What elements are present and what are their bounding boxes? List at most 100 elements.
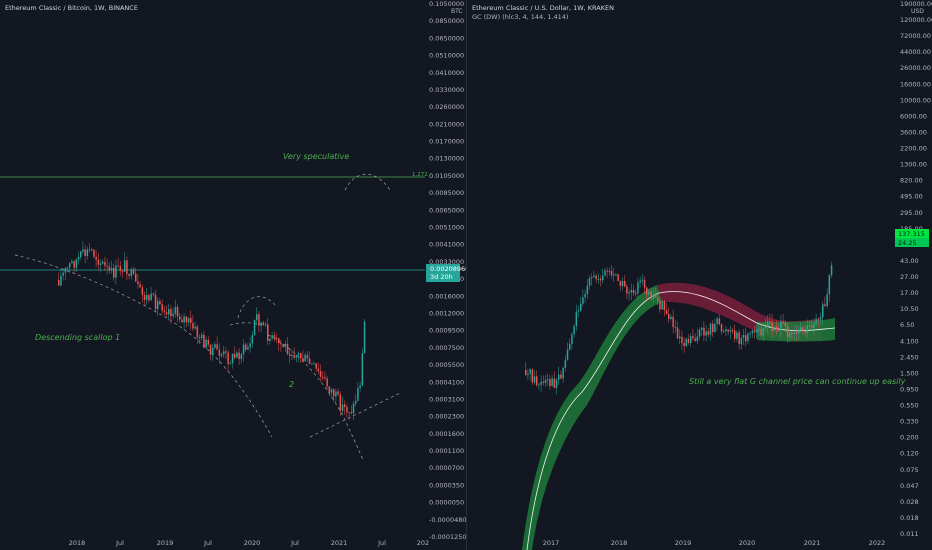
right-candle-body: [701, 327, 703, 331]
right-candle-body: [806, 325, 809, 334]
right-chart-canvas[interactable]: 190000.000 120000.00 72000.00 44000.00 26000…: [467, 0, 932, 550]
left-candle-body: [227, 352, 229, 365]
g-channel-green[interactable]: [522, 285, 662, 550]
left-price-tick: 0.0850000: [429, 17, 464, 25]
right-price-tick: 0.200: [900, 434, 919, 442]
right-candle-body: [547, 379, 549, 381]
left-candle-body: [333, 389, 335, 397]
scallop-curve-2[interactable]: [267, 334, 364, 461]
left-chart-canvas[interactable]: 0.1050000 0.0850000 0.0650000 0.0510000 0.04…: [0, 0, 466, 550]
speculative-arc[interactable]: [344, 174, 391, 191]
left-candle-body: [196, 326, 199, 338]
right-price-tick: 10000.00: [900, 96, 931, 104]
support-trendline[interactable]: [309, 392, 401, 438]
right-candle-body: [797, 330, 800, 334]
right-time-axis[interactable]: 2017 2018 2019 2020 2021 2022: [543, 539, 886, 547]
right-candle-body: [648, 291, 650, 295]
left-time-tick: Jul: [377, 539, 386, 547]
right-candle-body: [663, 301, 666, 311]
scallop-curve-1[interactable]: [14, 254, 273, 438]
right-candle-body: [793, 332, 795, 334]
right-price-tick: 6.50: [900, 321, 914, 329]
right-candle-body: [619, 280, 622, 286]
right-candle-body: [637, 282, 639, 294]
right-candle-body: [723, 331, 725, 333]
right-time-tick: 2017: [543, 539, 560, 547]
right-candle-body: [613, 274, 615, 276]
left-chart-title[interactable]: Ethereum Classic / Bitcoin, 1W, BINANCE: [5, 4, 138, 12]
left-candle-body: [282, 344, 284, 348]
g-channel-annotation[interactable]: Still a very flat G channel price can co…: [689, 377, 906, 386]
right-candle-body: [762, 328, 765, 336]
right-candle-body: [593, 275, 595, 278]
scallop-two-annotation[interactable]: 2: [289, 380, 294, 389]
left-candles[interactable]: [58, 241, 366, 421]
right-candle-body: [661, 301, 663, 310]
left-candle-body: [143, 294, 146, 300]
right-chart-title[interactable]: Ethereum Classic / U.S. Dollar, 1W, KRAK…: [472, 4, 614, 12]
left-candle-body: [190, 318, 192, 323]
very-speculative-annotation[interactable]: Very speculative: [283, 152, 349, 161]
left-candle-body: [91, 249, 93, 251]
right-time-tick: 2021: [804, 539, 821, 547]
right-chart-pane[interactable]: 190000.000 120000.00 72000.00 44000.00 26000…: [466, 0, 932, 550]
right-candle-body: [712, 323, 714, 333]
indicator-legend[interactable]: GC (DW) (hlc3, 4, 144, 1.414): [472, 13, 569, 21]
right-candle-body: [690, 336, 692, 343]
left-candle-body: [60, 275, 62, 286]
left-price-tick: 0.0009500: [429, 327, 464, 335]
left-chart-pane[interactable]: 0.1050000 0.0850000 0.0650000 0.0510000 0.04…: [0, 0, 466, 550]
left-candle-body: [93, 249, 95, 257]
right-price-tick: 0.330: [900, 418, 919, 426]
left-candle-body: [284, 343, 287, 348]
left-candle-body: [245, 344, 247, 350]
left-candle-body: [192, 322, 194, 329]
left-candle-body: [341, 404, 344, 411]
left-price-tick: 0.0012000: [429, 309, 464, 317]
right-candle-body: [549, 379, 551, 386]
left-candle-body: [168, 309, 170, 315]
right-price-axis[interactable]: 190000.000 120000.00 72000.00 44000.00 26000…: [900, 0, 932, 538]
left-candle-body: [75, 259, 78, 268]
left-time-tick: Jul: [290, 539, 299, 547]
right-candle-body: [652, 294, 655, 299]
left-candle-body: [260, 322, 262, 326]
last-price-badge: [895, 229, 929, 238]
right-candles[interactable]: [525, 261, 833, 395]
left-candle-body: [302, 358, 304, 362]
left-candle-body: [161, 304, 163, 311]
right-candle-body: [758, 328, 760, 330]
right-candle-body: [560, 374, 562, 379]
left-candle-body: [357, 388, 359, 401]
right-candle-body: [780, 321, 782, 331]
right-candle-body: [544, 379, 547, 383]
right-price-tick: 43.00: [900, 257, 919, 265]
left-candle-body: [214, 344, 216, 348]
right-candle-body: [566, 349, 569, 360]
right-candle-body: [670, 316, 672, 319]
right-candle-body: [795, 332, 798, 334]
left-candle-body: [126, 260, 128, 274]
left-candle-body: [359, 385, 361, 389]
left-price-tick: -0.0000480: [429, 516, 466, 524]
scallop-arc-top[interactable]: [237, 296, 276, 319]
right-candle-body: [696, 336, 699, 342]
right-price-tick: 120000.00: [900, 16, 932, 24]
g-channel-midline[interactable]: [526, 291, 836, 550]
left-price-tick: 0.0000350: [429, 481, 464, 489]
right-candle-body: [773, 326, 776, 331]
left-candle-body: [141, 287, 144, 295]
left-candle-body: [344, 404, 346, 407]
right-candle-body: [764, 326, 767, 329]
right-candle-body: [786, 325, 789, 337]
right-candle-body: [753, 330, 756, 333]
descending-scallop-annotation[interactable]: Descending scallop 1: [35, 333, 120, 342]
left-candle-body: [209, 344, 212, 355]
right-candle-body: [659, 300, 661, 310]
right-price-tick: 0.028: [900, 498, 919, 506]
scallop-mini-curve[interactable]: [229, 322, 263, 326]
right-candle-body: [602, 275, 604, 281]
left-candle-body: [231, 353, 234, 364]
right-candle-body: [584, 294, 586, 298]
left-time-axis[interactable]: 2018 Jul 2019 Jul 2020 Jul 2021 Jul 202: [69, 539, 429, 547]
